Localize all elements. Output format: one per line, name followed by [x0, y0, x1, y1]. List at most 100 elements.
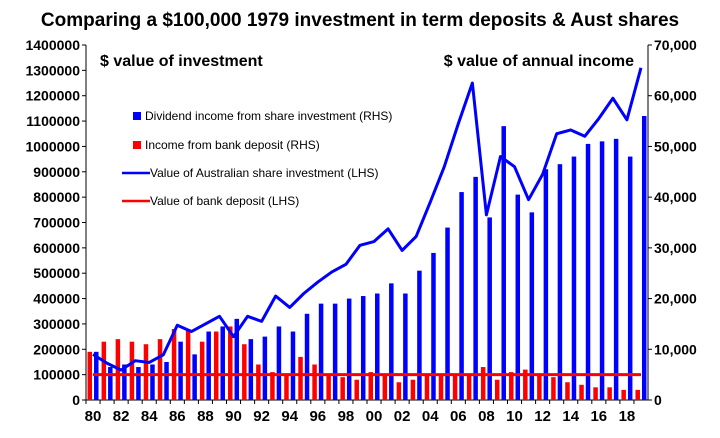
- x-tick-label: 18: [619, 408, 636, 425]
- left-tick-label: 1100000: [26, 113, 80, 129]
- dividend-income-bar: [192, 354, 197, 400]
- bank-income-bar: [438, 374, 444, 400]
- bank-income-bar: [199, 341, 205, 400]
- bank-income-bar: [424, 374, 430, 400]
- left-tick-label: 500000: [33, 265, 80, 281]
- chart-title: Comparing a $100,000 1979 investment in …: [41, 10, 679, 31]
- dividend-income-bar: [234, 318, 240, 400]
- dividend-income-bar: [529, 212, 535, 400]
- dividend-income-bar: [571, 156, 577, 400]
- dividend-income-bar: [164, 361, 169, 400]
- legend-entry: Value of Australian share investment (LH…: [150, 166, 379, 180]
- legend: Dividend income from share investment (R…: [122, 109, 392, 208]
- dividend-income-bar: [150, 364, 155, 400]
- left-tick-label: 400000: [33, 291, 80, 307]
- bank-income-bar: [101, 341, 107, 400]
- bank-income-bar: [509, 372, 514, 400]
- left-tick-label: 700000: [33, 215, 80, 231]
- bank-income-bar: [213, 331, 219, 400]
- share-value-line: [92, 67, 643, 372]
- bank-income-bar: [284, 374, 289, 400]
- left-tick-label: 600000: [33, 240, 80, 256]
- dividend-income-bar: [375, 293, 380, 400]
- bank-income-bar: [452, 374, 458, 400]
- bank-income-bar: [635, 389, 640, 400]
- bank-income-bar: [480, 367, 486, 400]
- x-tick-label: 10: [506, 408, 523, 425]
- right-tick-label: 40,000: [654, 189, 697, 205]
- dividend-income-bar: [431, 252, 436, 400]
- bank-income-bar: [537, 374, 542, 400]
- dividend-income-bar: [459, 192, 464, 400]
- dividend-income-bar: [122, 364, 127, 400]
- bank-income-bar: [312, 364, 317, 400]
- dividend-income-bar: [599, 141, 605, 400]
- bank-income-bar: [494, 379, 500, 400]
- bank-income-bar: [340, 377, 345, 400]
- dividend-income-bar: [403, 293, 408, 400]
- bank-income-bar: [565, 382, 570, 400]
- bank-income-bar: [298, 356, 303, 400]
- left-tick-label: 1300000: [25, 62, 80, 78]
- x-tick-label: 96: [309, 408, 326, 425]
- dividend-income-bar: [318, 303, 324, 400]
- right-tick-label: 20,000: [654, 291, 697, 307]
- bank-income-bar: [621, 389, 626, 400]
- x-tick-label: 82: [113, 408, 130, 425]
- right-tick-label: 30,000: [654, 240, 697, 256]
- dividend-income-bar: [304, 313, 310, 400]
- left-tick-label: 1400000: [25, 37, 80, 53]
- dividend-income-bar: [543, 169, 549, 400]
- right-tick-label: 0: [654, 392, 662, 408]
- bank-income-bar: [466, 374, 472, 400]
- bank-income-bar: [579, 384, 584, 400]
- x-tick-label: 08: [478, 408, 495, 425]
- dividend-income-bar: [206, 331, 211, 400]
- bank-income-bar: [270, 372, 275, 400]
- x-tick-label: 98: [338, 408, 355, 425]
- x-tick-label: 02: [394, 408, 411, 425]
- bank-income-bar: [551, 377, 556, 400]
- right-tick-label: 70,000: [654, 37, 697, 53]
- legend-swatch: [133, 141, 141, 149]
- dividend-income-bar: [641, 116, 647, 400]
- x-tick-label: 14: [562, 408, 579, 425]
- legend-entry: Value of bank deposit (LHS): [150, 194, 299, 208]
- dividend-income-bar: [473, 176, 478, 400]
- bank-income-bar: [368, 372, 374, 400]
- x-tick-label: 00: [366, 408, 383, 425]
- dividend-income-bar: [389, 283, 394, 400]
- dividend-income-bar: [585, 143, 591, 400]
- bank-income-bar: [593, 387, 598, 400]
- legend-swatch: [133, 112, 141, 120]
- x-tick-label: 04: [422, 408, 439, 425]
- bank-income-bar: [256, 364, 261, 400]
- plot-area: 0 100000 200000 300000 400000 500000 600000 700…: [25, 37, 697, 425]
- left-tick-label: 0: [72, 392, 80, 408]
- dividend-income-bar: [501, 126, 506, 401]
- x-tick-label: 88: [197, 408, 214, 425]
- left-tick-label: 1000000: [25, 138, 80, 154]
- x-tick-label: 92: [253, 408, 270, 425]
- dividend-income-bar: [613, 138, 619, 401]
- bank-income-bar: [354, 379, 359, 400]
- right-axis-annotation: $ value of annual income: [444, 53, 634, 70]
- dividend-income-bar: [515, 194, 521, 400]
- dividend-income-bar: [276, 326, 282, 400]
- dividend-income-bar: [417, 270, 422, 400]
- dividend-income-bar: [178, 341, 183, 400]
- bank-income-bar: [171, 329, 177, 400]
- dividend-income-bar: [290, 331, 296, 400]
- dividend-income-bar: [360, 296, 366, 400]
- bank-income-bar: [228, 326, 233, 400]
- dividend-income-bar: [346, 298, 352, 400]
- left-tick-label: 100000: [33, 367, 80, 383]
- right-tick-label: 10,000: [654, 341, 697, 357]
- x-tick-label: 86: [169, 408, 186, 425]
- left-tick-label: 800000: [33, 189, 80, 205]
- left-axis-annotation: $ value of investment: [100, 53, 263, 70]
- bank-income-bar: [242, 344, 247, 400]
- dividend-income-bar: [262, 336, 268, 400]
- dividend-income-bar: [248, 339, 254, 400]
